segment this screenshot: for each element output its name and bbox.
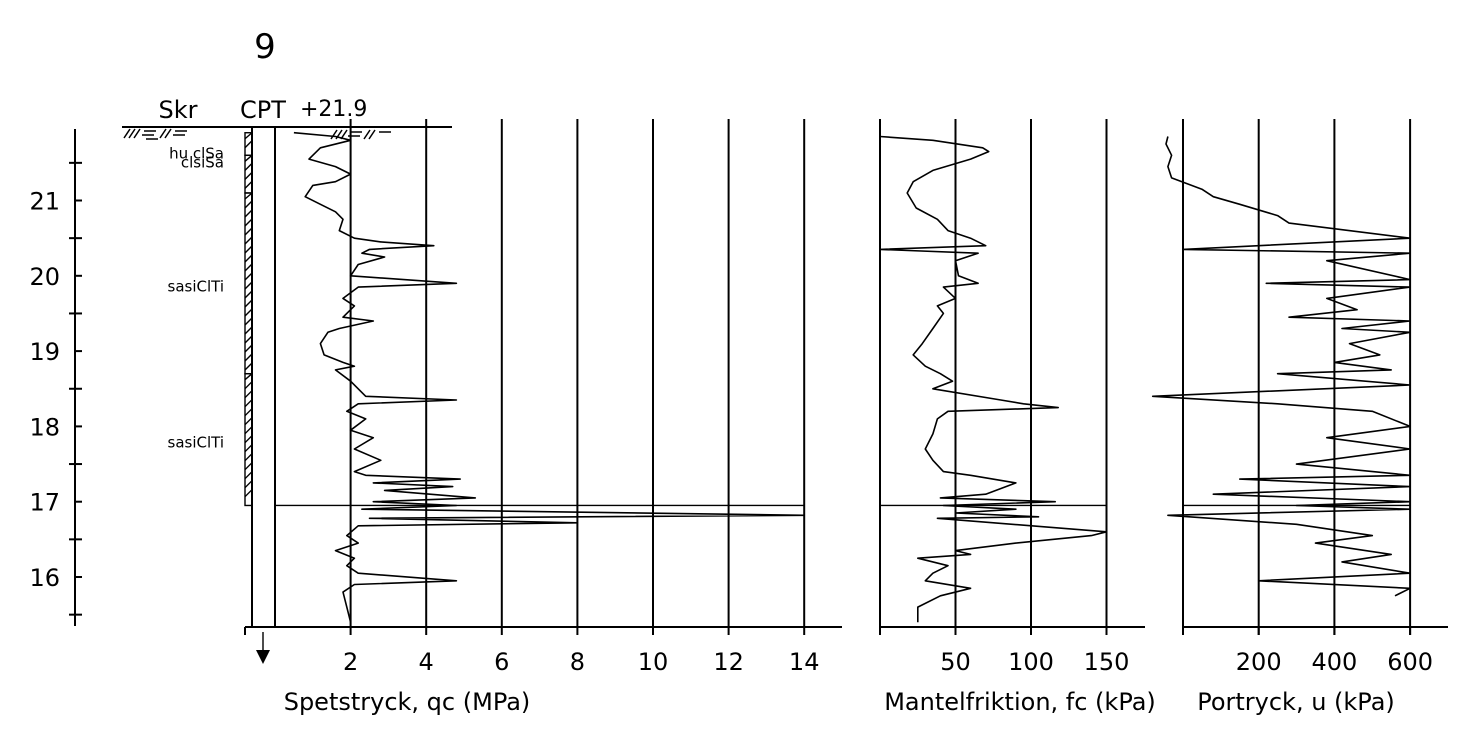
soil-hatch-line	[244, 200, 253, 209]
soil-hatch-line	[244, 326, 253, 335]
soil-hatch-line	[244, 254, 253, 263]
series-trace-u	[1151, 136, 1411, 597]
soil-hatch-line	[244, 471, 253, 480]
x-tick-label: 2	[343, 648, 358, 676]
depth-tick-label: 21	[29, 188, 60, 216]
depth-tick-label: 17	[29, 489, 60, 517]
soil-hatch-line	[244, 180, 253, 189]
ground-level-label: +21.9	[300, 97, 367, 122]
panel-u: 200 400 600	[1151, 119, 1448, 676]
soil-hatch-line	[244, 299, 253, 308]
soil-hatch-line	[244, 335, 253, 344]
soil-hatch-line	[244, 290, 253, 299]
depth-axis: 16 17 18 19 20 21	[29, 128, 82, 626]
soil-layer-label: clsiSa	[181, 153, 224, 171]
xlabel-fc: Mantelfriktion, fc (kPa)	[884, 688, 1156, 716]
x-tick-label: 50	[940, 648, 971, 676]
xlabel-u: Portryck, u (kPa)	[1197, 688, 1395, 716]
column-label-skr: Skr	[159, 96, 198, 124]
x-tick-label: 8	[570, 648, 585, 676]
x-tick-label: 14	[789, 648, 820, 676]
soil-layer-label: sasiClTi	[168, 434, 225, 452]
soil-hatch-line	[244, 426, 253, 435]
x-tick-label: 400	[1311, 648, 1357, 676]
soil-hatch-line	[244, 462, 253, 471]
soil-hatch-line	[244, 192, 253, 200]
soil-hatch-line	[244, 453, 253, 462]
depth-tick-label: 20	[29, 263, 60, 291]
x-tick-label: 4	[419, 648, 434, 676]
soil-hatch-line	[244, 344, 253, 353]
soil-hatch-line	[244, 444, 253, 453]
panel-fc: 50 100 150	[879, 119, 1145, 676]
x-tick-label: 6	[494, 648, 509, 676]
soil-hatch-line	[244, 417, 253, 426]
x-tick-label: 12	[713, 648, 744, 676]
series-trace-fc	[879, 135, 1108, 623]
x-tick-label: 200	[1236, 648, 1282, 676]
xlabel-qc: Spetstryck, qc (MPa)	[284, 688, 531, 716]
termination-arrowhead-icon	[256, 650, 270, 664]
ground-hatch-left	[123, 128, 187, 140]
soil-hatch-line	[244, 154, 253, 162]
soil-hatch-line	[244, 263, 253, 272]
soil-hatch-line	[244, 317, 253, 326]
panel-qc: 2 4 6 8 10 12 14	[244, 119, 842, 676]
depth-tick-label: 19	[29, 338, 60, 366]
soil-hatch-line	[244, 353, 253, 362]
soil-hatch-line	[244, 171, 253, 180]
soil-hatch-line	[244, 245, 253, 254]
soil-hatch-line	[244, 480, 253, 489]
soil-hatch-line	[244, 132, 253, 140]
soil-hatch-line	[244, 218, 253, 227]
soil-layer-label: hu clSa	[169, 145, 224, 163]
soil-hatch-line	[244, 236, 253, 245]
soil-hatch-line	[244, 140, 253, 149]
depth-tick-label: 18	[29, 413, 60, 441]
soil-hatch-line	[244, 281, 253, 290]
x-tick-label: 600	[1387, 648, 1433, 676]
soil-hatch-line	[244, 399, 253, 408]
depth-tick-label: 16	[29, 564, 60, 592]
soil-hatch-line	[244, 381, 253, 390]
series-trace-qc	[293, 131, 805, 623]
soil-hatch-line	[244, 373, 253, 381]
soil-hatch-line	[244, 227, 253, 236]
chart-title: 9	[254, 27, 276, 67]
soil-hatch-line	[244, 308, 253, 317]
soil-hatch-line	[244, 489, 253, 498]
soil-layer-label: sasiClTi	[168, 277, 225, 295]
column-label-cpt: CPT	[240, 96, 286, 124]
soil-hatch-line	[244, 162, 253, 171]
x-tick-label: 150	[1084, 648, 1130, 676]
soil-hatch-line	[244, 435, 253, 444]
soil-hatch-line	[244, 209, 253, 218]
soil-hatch-line	[244, 408, 253, 417]
cpt-probe-column	[251, 127, 276, 627]
soil-hatch-line	[244, 362, 253, 371]
x-tick-label: 10	[638, 648, 669, 676]
soil-hatch-line	[244, 390, 253, 399]
x-tick-label: 100	[1008, 648, 1054, 676]
soil-hatch-line	[244, 272, 253, 281]
